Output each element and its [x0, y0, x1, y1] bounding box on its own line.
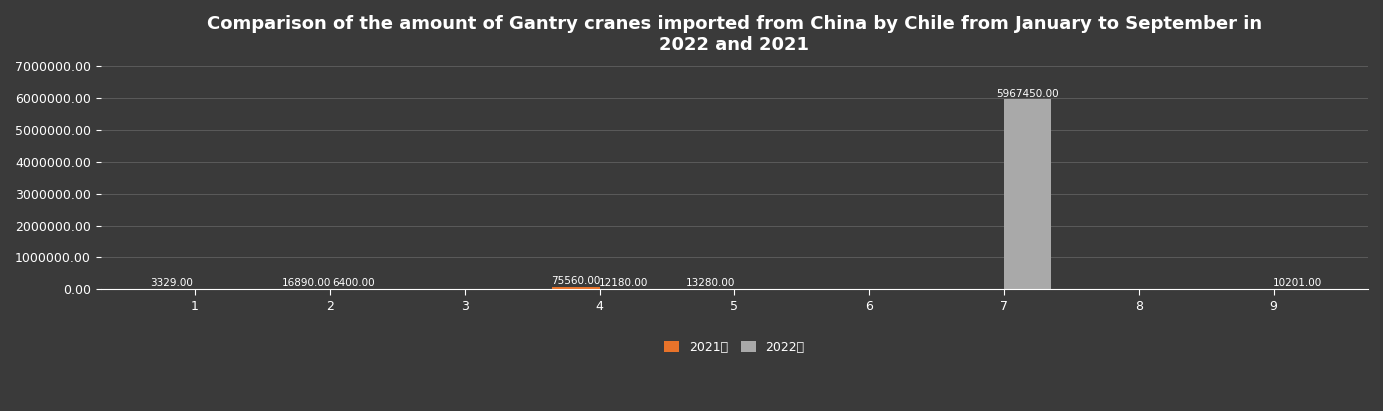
Text: 75560.00: 75560.00: [552, 276, 600, 286]
Text: 16890.00: 16890.00: [282, 278, 331, 288]
Text: 12180.00: 12180.00: [599, 278, 647, 288]
Legend: 2021年, 2022年: 2021年, 2022年: [658, 336, 809, 358]
Text: 5967450.00: 5967450.00: [996, 88, 1059, 99]
Bar: [1004, 99, 1051, 289]
Bar: [552, 287, 600, 289]
Text: 6400.00: 6400.00: [332, 278, 375, 288]
Text: 3329.00: 3329.00: [151, 278, 194, 289]
Text: 13280.00: 13280.00: [686, 278, 736, 288]
Text: 10201.00: 10201.00: [1272, 278, 1322, 288]
Title: Comparison of the amount of Gantry cranes imported from China by Chile from Janu: Comparison of the amount of Gantry crane…: [207, 15, 1261, 54]
